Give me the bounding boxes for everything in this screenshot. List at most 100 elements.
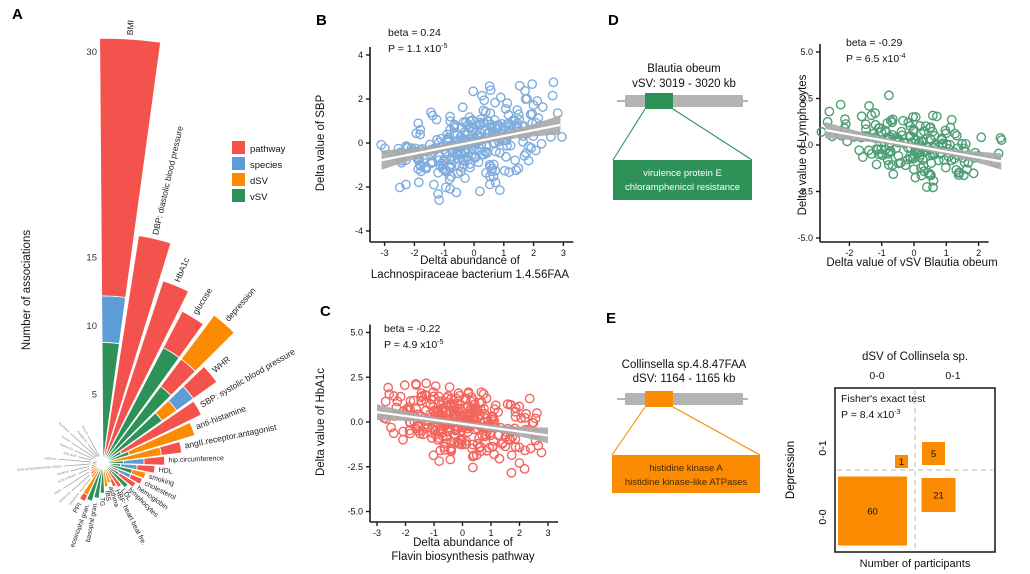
- scatter-point: [383, 382, 394, 393]
- scatter-point: [898, 115, 908, 126]
- fisher-count-square: [838, 476, 907, 546]
- scatter-point: [888, 169, 899, 180]
- fan-bar-label: IBS: [103, 490, 111, 502]
- sv-segment: [645, 93, 673, 109]
- x-tick-label: -2: [401, 528, 409, 538]
- scatter-point: [469, 144, 480, 155]
- scatter-point: [510, 411, 521, 422]
- scatter-point: [493, 120, 504, 130]
- fisher-count-label: 1: [899, 457, 904, 468]
- fan-bar-segment: [119, 400, 202, 455]
- annotation-text: histidine kinase A: [649, 463, 723, 474]
- fisher-count-square: [922, 442, 945, 465]
- x-tick-label: 2: [531, 248, 536, 258]
- scatter-point: [411, 380, 422, 390]
- scatter-point: [434, 195, 445, 205]
- stat-beta: beta = 0.24: [388, 27, 441, 39]
- scatter-point: [552, 108, 563, 119]
- x-tick-label: 0: [460, 528, 465, 538]
- scatter-point: [505, 399, 516, 410]
- scatter-point: [398, 434, 408, 445]
- y-tick-label: -2.5: [347, 462, 363, 472]
- scatter-point: [446, 445, 457, 455]
- scatter-point: [506, 467, 517, 478]
- scatter-point: [427, 433, 437, 443]
- stat-pvalue: P = 6.5 x10-4: [846, 53, 906, 65]
- scatter-point: [389, 391, 399, 401]
- scatter-point: [916, 163, 926, 173]
- scatter-point: [914, 152, 925, 163]
- scatter-point: [527, 79, 538, 90]
- scatter-point: [427, 110, 438, 121]
- scatter-point: [445, 454, 456, 465]
- scatter-point: [428, 179, 439, 190]
- scatter-point: [871, 159, 882, 170]
- scatter-point: [514, 80, 525, 91]
- scatter-point: [532, 408, 542, 418]
- scatter-point: [444, 401, 455, 411]
- scatter-point: [500, 103, 511, 114]
- fisher-pvalue: P = 8.4 x10-3: [841, 409, 901, 421]
- scatter-point: [415, 161, 426, 171]
- fan-bar-label: HDL: [158, 467, 173, 476]
- genome-bar: [625, 95, 743, 107]
- scatter-point: [479, 95, 490, 106]
- scatter-point: [537, 102, 548, 112]
- fisher-count-square: [895, 455, 908, 468]
- fan-leader-line: [87, 436, 100, 457]
- scatter-point: [524, 393, 535, 404]
- scatter-point: [490, 400, 501, 411]
- scatter-point: [487, 441, 498, 452]
- fan-bar-segment: [109, 477, 117, 488]
- fan-bar-label: TG: [98, 497, 105, 506]
- scatter-point: [510, 406, 521, 417]
- scatter-point: [484, 81, 495, 92]
- scatter-point: [864, 101, 874, 111]
- scatter-point: [445, 111, 455, 122]
- scatter-point: [530, 145, 541, 156]
- annotation-text: chloramphenicol resistance: [625, 182, 740, 193]
- scatter-point: [445, 393, 456, 404]
- scatter-point: [514, 458, 525, 468]
- scatter-point: [468, 86, 479, 97]
- fan-bar-segment: [159, 441, 183, 456]
- fisher-title: dSV of Collinsela sp.: [862, 351, 968, 363]
- scatter-point: [547, 90, 558, 101]
- scatter-point: [434, 456, 445, 467]
- scatter-point: [488, 435, 499, 446]
- x-tick-label: 1: [488, 528, 493, 538]
- scatter-point: [428, 450, 439, 461]
- fan-small-bar-label: beta.sympathomimetic.inhaler: [17, 464, 63, 472]
- scatter-point: [502, 140, 512, 151]
- fan-bar-segment: [180, 314, 235, 372]
- scatter-point: [885, 145, 896, 156]
- scatter-point: [940, 162, 951, 173]
- scatter-point: [395, 391, 406, 402]
- scatter-point: [484, 179, 495, 190]
- scatter-point: [465, 116, 475, 126]
- fan-small-bar-label: insulin: [61, 435, 71, 444]
- y-tick-label: 0.0: [800, 140, 813, 150]
- scatter-point: [893, 158, 904, 169]
- scatter-point: [478, 105, 489, 116]
- scatter-point: [474, 397, 485, 408]
- scatter-point: [504, 433, 515, 444]
- scatter-point: [856, 111, 867, 122]
- y-tick-label: -2.5: [797, 187, 813, 197]
- fisher-y-axis-title: Depression: [785, 441, 797, 499]
- scatter-point: [463, 402, 473, 413]
- scatter-point: [485, 161, 496, 172]
- fisher-plot-border: [834, 387, 996, 553]
- scatter-point: [520, 412, 530, 423]
- fan-leader-line: [71, 474, 91, 492]
- fan-bar-segment: [182, 365, 218, 400]
- scatter-point: [928, 175, 939, 186]
- fan-bar-label: BMI: [125, 20, 136, 36]
- y-tick-label: 2.5: [800, 94, 813, 104]
- genome-bar: [625, 393, 743, 405]
- scatter-point: [444, 174, 455, 185]
- scatter-point: [915, 121, 925, 131]
- scatter-point: [919, 166, 930, 177]
- fan-leader-line: [62, 471, 90, 489]
- fan-bar-segment: [89, 462, 104, 473]
